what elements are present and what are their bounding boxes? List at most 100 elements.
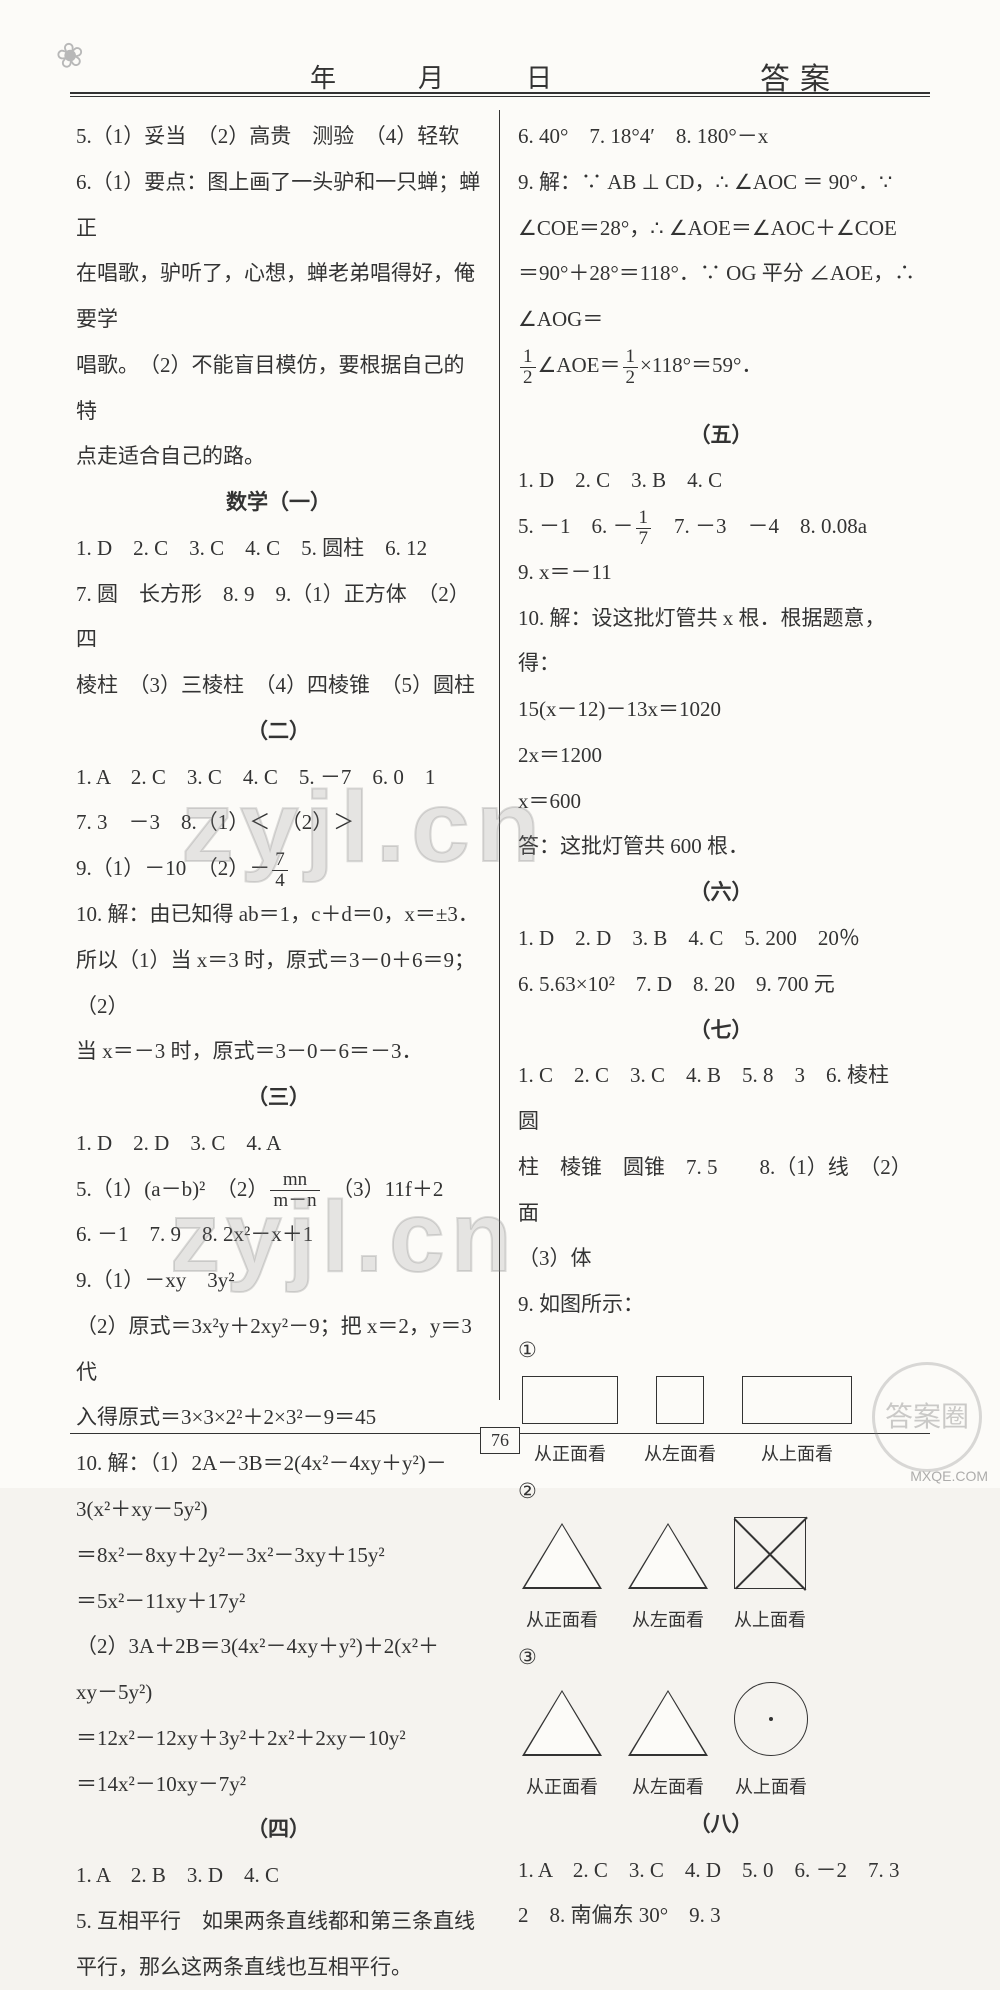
numerator: 1 [636,508,652,529]
line: 入得原式＝3×3×2²＋2×3²－9＝45 [76,1395,481,1441]
line: 2x＝1200 [518,733,924,779]
line: ＝12x²－12xy＋3y²＋2x²＋2xy－10y² [76,1716,481,1762]
denominator: 7 [636,529,652,549]
shape-label: 从上面看 [734,1606,806,1635]
fraction: mnm－n [270,1170,319,1211]
section-title-7: （七） [518,1008,924,1054]
denominator: 4 [272,871,288,891]
shape-group-1: ① 从正面看 从左面看 从上面看 [518,1328,924,1469]
line: 12∠AOE＝12×118°＝59°． [518,343,924,389]
line: 唱歌。 （2）不能盲目模仿，要根据自己的特 [76,343,481,435]
line: （2）3A＋2B＝3(4x²－4xy＋y²)＋2(x²＋ [76,1624,481,1670]
line: 9.（1）－10 （2）－74 [76,846,481,892]
line: 柱 棱锥 圆锥 7. 5 8.（1）线 （2）面 [518,1145,924,1237]
line: 当 x＝－3 时，原式＝3－0－6＝－3． [76,1029,481,1075]
line: x＝600 [518,779,924,825]
line: 3(x²＋xy－5y²) [76,1487,481,1533]
section-title-3: （三） [76,1075,481,1121]
circle-dot-icon [734,1682,808,1756]
line: 1. D 2. D 3. C 4. A [76,1121,481,1167]
numerator: mn [270,1170,319,1191]
line: ＝90°＋28°＝118°．∵ OG 平分 ∠AOE，∴ [518,251,924,297]
text: （3）11f＋2 [322,1177,444,1201]
shape-group-3: ③ 从正面看 从左面看 从上面看 [518,1635,924,1802]
line: 10. 解：由已知得 ab＝1，c＋d＝0，x＝±3． [76,892,481,938]
line: 6. 40° 7. 18°4′ 8. 180°－x [518,114,924,160]
line: 1. A 2. C 3. C 4. C 5. －7 6. 0 1 [76,755,481,801]
square-x-icon [734,1517,806,1589]
shape-label: 从正面看 [522,1606,602,1635]
line: 2 8. 南偏东 30° 9. 3 [518,1893,924,1939]
numerator: 1 [520,347,536,368]
line: 6. －1 7. 9 8. 2x²－x＋1 [76,1212,481,1258]
shape-front: 从正面看 [522,1690,602,1802]
shape-top: 从上面看 [734,1517,806,1635]
page-number: 76 [480,1427,520,1454]
text: 7. －3 －4 8. 0.08a [653,514,867,538]
fraction: 17 [636,508,652,549]
line: ∠AOG＝ [518,297,924,343]
denominator: 2 [623,368,639,388]
shape-label: 从左面看 [628,1606,708,1635]
left-column: 5.（1）妥当 （2）高贵 测验 （4）轻软 6.（1）要点：图上画了一头驴和一… [70,110,500,1400]
line: ∠COE＝28°，∴ ∠AOE＝∠AOC＋∠COE [518,206,924,252]
circled-2: ② [518,1469,537,1515]
stamp-url: MXQE.COM [910,1468,988,1484]
shape-left: 从左面看 [628,1690,708,1802]
line: xy－5y²) [76,1670,481,1716]
line: 1. A 2. C 3. C 4. D 5. 0 6. －2 7. 3 [518,1848,924,1894]
line: 5. 互相平行 如果两条直线都和第三条直线 [76,1899,481,1945]
line: 平行，那么这两条直线也互相平行。 [76,1945,481,1990]
line: 点走适合自己的路。 [76,434,481,480]
shape-label: 从左面看 [628,1773,708,1802]
shape-label: 从正面看 [522,1440,618,1469]
header-date-label: 年 月 日 [310,58,580,95]
page-root: ❀ 年 月 日 答案 5.（1）妥当 （2）高贵 测验 （4）轻软 6.（1）要… [0,0,1000,1488]
line: 在唱歌，驴听了，心想，蝉老弟唱得好，俺要学 [76,251,481,343]
denominator: m－n [270,1191,319,1211]
right-column: 6. 40° 7. 18°4′ 8. 180°－x 9. 解：∵ AB ⊥ CD… [500,110,930,1400]
line: 10. 解：（1）2A－3B＝2(4x²－4xy＋y²)－ [76,1441,481,1487]
line: ＝8x²－8xy＋2y²－3x²－3xy＋15y² [76,1533,481,1579]
line: 9. 解：∵ AB ⊥ CD，∴ ∠AOC ＝ 90°．∵ [518,160,924,206]
answer-stamp: 答案圈 [872,1362,982,1472]
line: ＝14x²－10xy－7y² [76,1762,481,1808]
line: 5. －1 6. －17 7. －3 －4 8. 0.08a [518,504,924,550]
line: （3）体 [518,1236,924,1282]
text: ×118°＝59°． [640,353,762,377]
header-rule-2 [70,96,930,97]
shape-label: 从正面看 [522,1773,602,1802]
line: 15(x－12)－13x＝1020 [518,687,924,733]
circled-3: ③ [518,1635,537,1681]
section-title-2: （二） [76,709,481,755]
section-title-5: （五） [518,413,924,459]
shape-label: 从左面看 [644,1440,716,1469]
line: 1. D 2. C 3. B 4. C [518,458,924,504]
fraction: 74 [272,850,288,891]
section-title-4: （四） [76,1807,481,1853]
shape-top: 从上面看 [734,1682,808,1802]
line: 7. 圆 长方形 8. 9 9.（1）正方体 （2）四 [76,572,481,664]
triangle-icon [522,1690,602,1756]
triangle-icon [522,1523,602,1589]
section-title-math-1: 数学（一） [76,480,481,526]
triangle-icon [628,1690,708,1756]
triangle-icon [628,1523,708,1589]
text: 9.（1）－10 （2）－ [76,856,270,880]
line: 1. C 2. C 3. C 4. B 5. 8 3 6. 棱柱 圆 [518,1053,924,1145]
fraction: 12 [623,347,639,388]
shape-front: 从正面看 [522,1376,618,1470]
numerator: 7 [272,850,288,871]
shape-row: 从正面看 从左面看 从上面看 [518,1682,924,1802]
line: 9.（1）－xy 3y² [76,1258,481,1304]
shape-label: 从上面看 [742,1440,852,1469]
line: 1. D 2. D 3. B 4. C 5. 200 20％ [518,916,924,962]
line: 6.（1）要点：图上画了一头驴和一只蝉；蝉正 [76,160,481,252]
text: 5. －1 6. － [518,514,634,538]
numerator: 1 [623,347,639,368]
line: 5.（1）妥当 （2）高贵 测验 （4）轻软 [76,114,481,160]
line: 所以（1）当 x＝3 时，原式＝3－0＋6＝9；（2） [76,938,481,1030]
line: （2）原式＝3x²y＋2xy²－9；把 x＝2，y＝3 代 [76,1304,481,1396]
shape-top: 从上面看 [742,1376,852,1470]
line: ＝5x²－11xy＋17y² [76,1579,481,1625]
